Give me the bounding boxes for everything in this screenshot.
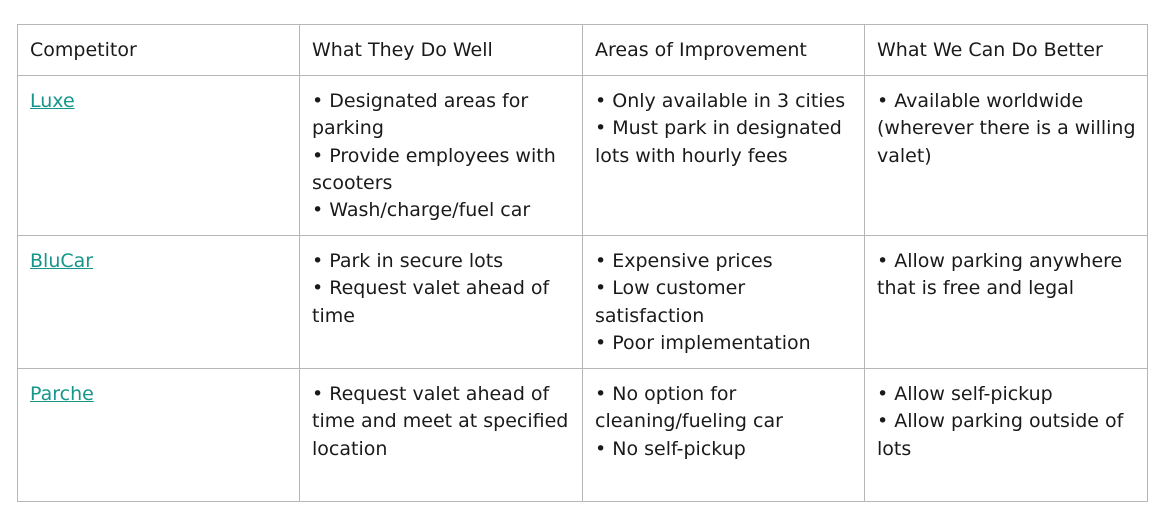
competitor-link-blucar[interactable]: BluCar <box>30 250 94 272</box>
competitor-link-parche[interactable]: Parche <box>30 383 94 405</box>
list-item: • Must park in designated lots with hour… <box>595 117 842 167</box>
competitor-cell: Parche <box>17 368 300 502</box>
table-row: Luxe • Designated areas for parking • Pr… <box>17 75 1148 236</box>
competitor-analysis-table: Competitor What They Do Well Areas of Im… <box>17 24 1148 502</box>
strengths-cell: • Park in secure lots • Request valet ah… <box>299 235 583 369</box>
list-item: • Provide employees with scooters <box>312 144 556 194</box>
competitor-cell: BluCar <box>17 235 300 369</box>
list-item: • Designated areas for parking <box>312 90 529 140</box>
header-what-we-can-do-better: What We Can Do Better <box>864 24 1148 76</box>
list-item: • No self-pickup <box>595 437 746 460</box>
list-item: • Allow parking outside of lots <box>877 410 1124 460</box>
list-item: • Only available in 3 cities <box>595 90 846 112</box>
competitor-link-luxe[interactable]: Luxe <box>30 90 75 112</box>
header-what-they-do-well: What They Do Well <box>299 24 583 76</box>
competitor-cell: Luxe <box>17 75 300 236</box>
list-item: • Poor implementation <box>595 331 811 354</box>
strengths-cell: • Designated areas for parking • Provide… <box>299 75 583 236</box>
list-item: • No option for cleaning/fueling car <box>595 383 783 433</box>
improvements-cell: • Only available in 3 cities • Must park… <box>582 75 865 236</box>
list-item: • Expensive prices <box>595 250 773 272</box>
list-item: • Request valet ahead of time and meet a… <box>312 383 569 460</box>
improvements-cell: • Expensive prices • Low customer satisf… <box>582 235 865 369</box>
better-cell: • Available worldwide (wherever there is… <box>864 75 1148 236</box>
header-areas-of-improvement: Areas of Improvement <box>582 24 865 76</box>
better-cell: • Allow self-pickup • Allow parking outs… <box>864 368 1148 502</box>
better-cell: • Allow parking anywhere that is free an… <box>864 235 1148 369</box>
table-header-row: Competitor What They Do Well Areas of Im… <box>17 24 1148 76</box>
list-item: • Request valet ahead of time <box>312 277 550 327</box>
list-item: • Park in secure lots <box>312 250 504 272</box>
strengths-cell: • Request valet ahead of time and meet a… <box>299 368 583 502</box>
table-row: BluCar • Park in secure lots • Request v… <box>17 235 1148 369</box>
list-item: • Available worldwide (wherever there is… <box>877 90 1136 167</box>
competitor-table-container: Competitor What They Do Well Areas of Im… <box>17 24 1148 502</box>
list-item: • Low customer satisfaction <box>595 277 746 327</box>
list-item: • Allow self-pickup <box>877 383 1053 405</box>
header-competitor: Competitor <box>17 24 300 76</box>
list-item: • Wash/charge/fuel car <box>312 199 531 222</box>
improvements-cell: • No option for cleaning/fueling car • N… <box>582 368 865 502</box>
list-item: • Allow parking anywhere that is free an… <box>877 250 1123 300</box>
table-row: Parche • Request valet ahead of time and… <box>17 368 1148 502</box>
